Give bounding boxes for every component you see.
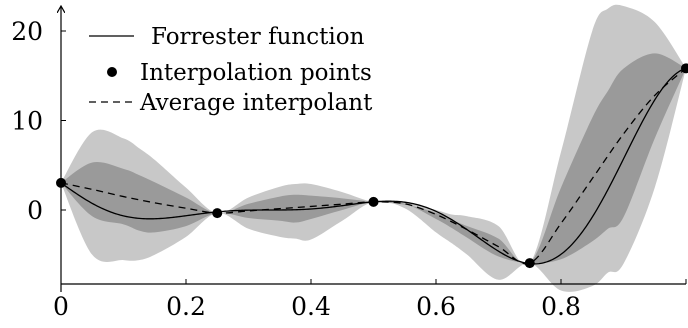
interpolation-point (524, 258, 535, 269)
tick-labels: 00.20.40.60.8101020 (11, 17, 688, 321)
interpolation-point (56, 177, 66, 188)
x-tick-label: 0 (53, 292, 69, 321)
interpolation-point (212, 208, 223, 219)
interpolation-points (56, 63, 688, 269)
x-tick-label: 0.4 (291, 292, 331, 321)
legend: Forrester function Interpolation points Av… (89, 24, 373, 116)
interpolation-point (681, 63, 688, 74)
legend-label: Forrester function (151, 24, 365, 50)
y-tick-label: 20 (11, 17, 43, 46)
x-tick-label: 0.8 (541, 292, 581, 321)
legend-swatch-marker (107, 67, 117, 77)
legend-label: Interpolation points (140, 60, 372, 86)
y-tick-label: 10 (11, 107, 43, 136)
interpolation-point (368, 196, 379, 207)
legend-label: Average interpolant (139, 90, 373, 116)
x-tick-label: 1 (686, 292, 688, 321)
x-tick-label: 0.6 (416, 292, 456, 321)
inner-uncertainty-band (61, 53, 686, 265)
x-tick-label: 0.2 (166, 292, 206, 321)
uncertainty-bands (61, 4, 686, 292)
y-tick-label: 0 (27, 196, 43, 225)
axes (61, 7, 686, 292)
outer-uncertainty-band (61, 4, 686, 292)
